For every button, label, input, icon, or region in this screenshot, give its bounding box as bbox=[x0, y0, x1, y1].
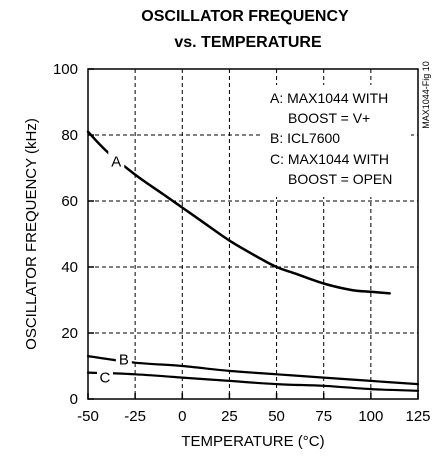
series-line-a bbox=[86, 130, 391, 295]
x-tick-label-2: 0 bbox=[178, 408, 186, 425]
chart-title-line1: OSCILLATOR FREQUENCY bbox=[141, 8, 349, 25]
legend: A: MAX1044 WITH BOOST = V+ B: ICL7600 C:… bbox=[261, 85, 411, 197]
series-label-c: C bbox=[100, 370, 111, 387]
chart-subtitle: vs. TEMPERATURE bbox=[174, 34, 322, 51]
x-axis-ticks: -50 -25 0 25 50 75 100 125 bbox=[77, 393, 431, 425]
series-line-c bbox=[86, 371, 420, 392]
x-tick-label-4: 50 bbox=[268, 408, 285, 425]
figure-id: MAX1044-Fig 10 bbox=[421, 61, 431, 129]
y-axis-ticks: 0 20 40 60 80 100 bbox=[53, 61, 94, 408]
y-tick-label-2: 40 bbox=[61, 259, 78, 276]
x-tick-label-7: 125 bbox=[405, 408, 430, 425]
series-label-bg-b bbox=[115, 349, 132, 369]
y-tick-label-3: 60 bbox=[61, 193, 78, 210]
y-tick-label-1: 20 bbox=[61, 325, 78, 342]
x-tick-label-6: 100 bbox=[358, 408, 383, 425]
legend-background bbox=[261, 85, 411, 197]
x-tick-label-1: -25 bbox=[124, 408, 146, 425]
chart-title: OSCILLATOR FREQUENCY vs. TEMPERATURE bbox=[141, 8, 349, 51]
legend-line-5: BOOST = OPEN bbox=[288, 171, 392, 187]
series-lines bbox=[86, 130, 420, 392]
x-tick-label-5: 75 bbox=[315, 408, 332, 425]
series-label-bg-c bbox=[96, 367, 113, 387]
series-label-bg-a bbox=[108, 151, 125, 171]
series-line-b bbox=[86, 355, 420, 386]
y-tick-label-4: 80 bbox=[61, 127, 78, 144]
plot-frame bbox=[87, 68, 419, 400]
series-labels: A BC bbox=[96, 151, 132, 387]
y-axis-label: OSCILLATOR FREQUENCY (kHz) bbox=[23, 118, 40, 350]
y-tick-label-5: 100 bbox=[53, 61, 78, 78]
y-tick-label-0: 0 bbox=[70, 391, 78, 408]
legend-line-2: BOOST = V+ bbox=[288, 110, 370, 126]
series-label-b: B bbox=[119, 351, 129, 368]
series-label-a: A bbox=[111, 153, 121, 170]
legend-line-1: A: MAX1044 WITH bbox=[270, 90, 388, 106]
legend-line-3: B: ICL7600 bbox=[270, 130, 340, 146]
x-tick-label-0: -50 bbox=[77, 408, 99, 425]
x-axis-label: TEMPERATURE (°C) bbox=[181, 433, 324, 450]
x-tick-label-3: 25 bbox=[221, 408, 238, 425]
legend-line-4: C: MAX1044 WITH bbox=[270, 151, 389, 167]
